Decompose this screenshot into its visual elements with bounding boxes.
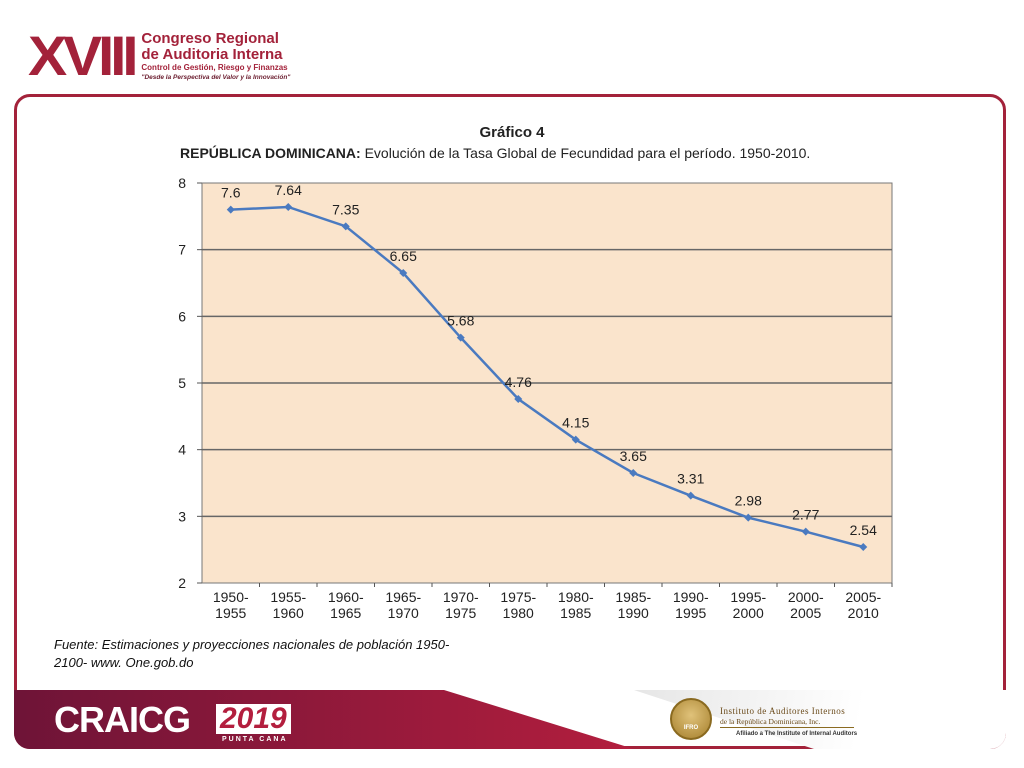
x-tick-label: 1960 bbox=[273, 605, 304, 621]
x-tick-label: 2000 bbox=[733, 605, 764, 621]
data-point bbox=[399, 269, 408, 277]
x-tick-label: 1970- bbox=[443, 589, 479, 605]
data-label: 2.77 bbox=[792, 507, 819, 523]
institute-affiliation: Afiliado a The Institute of Internal Aud… bbox=[736, 731, 858, 737]
x-tick-label: 1995- bbox=[730, 589, 766, 605]
x-tick-label: 1975 bbox=[445, 605, 476, 621]
institute-seal-icon: IFRO bbox=[670, 698, 712, 740]
data-point bbox=[226, 205, 235, 214]
data-label: 4.76 bbox=[505, 374, 532, 390]
conference-slogan: "Desde la Perspectiva del Valor y la Inn… bbox=[141, 73, 291, 81]
seal-text: IFRO bbox=[683, 725, 699, 731]
conference-header: XVIII Congreso Regional de Auditoria Int… bbox=[28, 24, 291, 87]
x-tick-label: 1980- bbox=[558, 589, 594, 605]
data-label: 4.15 bbox=[562, 415, 589, 431]
series-line bbox=[230, 205, 864, 549]
data-point bbox=[686, 491, 695, 500]
chart-subtitle: REPÚBLICA DOMINICANA: Evolución de la Ta… bbox=[180, 145, 810, 161]
x-tick-label: 1955- bbox=[270, 589, 306, 605]
x-tick-label: 1965- bbox=[385, 589, 421, 605]
y-tick-label: 7 bbox=[178, 242, 186, 258]
conference-title-line2: de Auditoria Interna bbox=[141, 45, 283, 63]
data-label: 3.65 bbox=[620, 448, 647, 464]
x-tick-label: 1980 bbox=[503, 605, 534, 621]
data-label: 7.6 bbox=[221, 185, 241, 201]
data-label: 7.35 bbox=[332, 201, 359, 217]
conference-edition: XVIII bbox=[28, 24, 139, 87]
craicg-logo: CRAICG bbox=[54, 699, 191, 740]
x-tick-label: 1990 bbox=[618, 605, 649, 621]
x-tick-label: 2010 bbox=[848, 605, 879, 621]
conference-title-line1: Congreso Regional bbox=[141, 29, 279, 47]
data-point bbox=[859, 543, 868, 551]
craicg-place: PUNTA CANA bbox=[222, 736, 288, 743]
data-point bbox=[571, 435, 580, 444]
x-tick-label: 1995 bbox=[675, 605, 706, 621]
conference-subtitle: Control de Gestión, Riesgo y Finanzas bbox=[141, 62, 288, 72]
y-tick-label: 2 bbox=[178, 575, 186, 591]
conference-title-block: Congreso Regional de Auditoria Interna C… bbox=[141, 29, 291, 82]
data-point bbox=[284, 203, 293, 211]
data-label: 5.68 bbox=[447, 313, 474, 329]
x-tick-label: 2000- bbox=[788, 589, 824, 605]
data-point bbox=[456, 333, 465, 342]
x-tick-label: 2005- bbox=[845, 589, 881, 605]
data-label: 6.65 bbox=[390, 248, 417, 264]
source-note: Fuente: Estimaciones y proyecciones naci… bbox=[54, 637, 450, 670]
y-tick-label: 4 bbox=[178, 442, 186, 458]
chart-subtitle-text: Evolución de la Tasa Global de Fecundida… bbox=[360, 145, 811, 161]
institute-name: Instituto de Auditores Internos bbox=[720, 706, 846, 716]
institute-name-line2: de la República Dominicana, Inc. bbox=[720, 717, 821, 726]
x-tick-label: 1955 bbox=[215, 605, 246, 621]
y-tick-label: 8 bbox=[178, 175, 186, 191]
data-point bbox=[801, 527, 810, 536]
data-label: 2.98 bbox=[735, 493, 762, 509]
y-tick-label: 5 bbox=[178, 375, 186, 391]
y-tick-label: 3 bbox=[178, 508, 186, 524]
y-tick-label: 6 bbox=[178, 308, 186, 324]
data-point bbox=[514, 395, 523, 403]
data-label: 2.54 bbox=[850, 522, 877, 538]
footer-banner: CRAICG 2019 PUNTA CANA IFRO Instituto de… bbox=[14, 690, 1006, 749]
x-tick-label: 1985- bbox=[615, 589, 651, 605]
x-tick-label: 1950- bbox=[213, 589, 249, 605]
craicg-year: 2019 bbox=[216, 704, 291, 734]
data-label: 3.31 bbox=[677, 471, 704, 487]
data-point bbox=[629, 469, 638, 477]
x-tick-label: 1990- bbox=[673, 589, 709, 605]
data-point bbox=[744, 513, 753, 522]
x-tick-label: 1960- bbox=[328, 589, 364, 605]
data-label: 7.64 bbox=[275, 182, 302, 198]
data-point bbox=[341, 222, 350, 231]
x-tick-label: 1970 bbox=[388, 605, 419, 621]
x-tick-label: 1985 bbox=[560, 605, 591, 621]
x-tick-label: 1965 bbox=[330, 605, 361, 621]
x-tick-label: 1975- bbox=[500, 589, 536, 605]
x-tick-label: 2005 bbox=[790, 605, 821, 621]
chart-title: Gráfico 4 bbox=[479, 124, 545, 141]
institute-divider bbox=[720, 727, 854, 728]
chart-subtitle-country: REPÚBLICA DOMINICANA: bbox=[180, 145, 361, 161]
